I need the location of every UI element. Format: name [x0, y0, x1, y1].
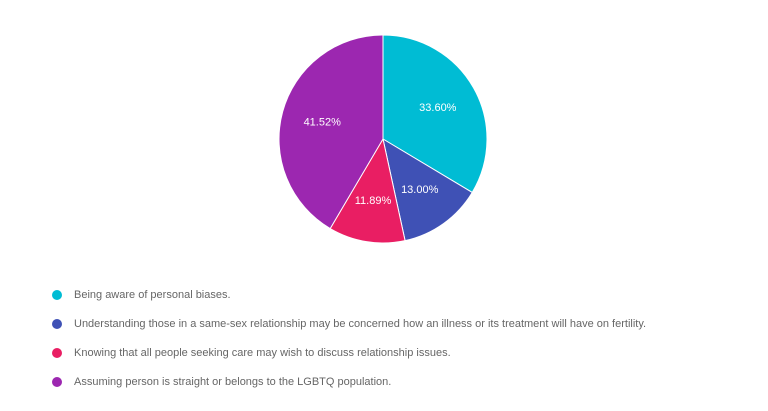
pie-slice[interactable]: [382, 137, 473, 242]
legend-item[interactable]: Knowing that all people seeking care may…: [52, 338, 646, 367]
slice-value-label: 33.60%: [419, 102, 457, 114]
legend-label: Knowing that all people seeking care may…: [74, 346, 451, 359]
legend-swatch: [52, 376, 62, 387]
slice-value-label: 11.89%: [355, 195, 392, 207]
legend-label: Understanding those in a same-sex relati…: [74, 317, 647, 330]
chart-legend: Being aware of personal biases. Understan…: [52, 280, 646, 396]
pie-slices: [278, 34, 488, 244]
pie-data-labels: 33.60% 13.00% 11.89% 41.52%: [304, 102, 457, 207]
legend-item[interactable]: Understanding those in a same-sex relati…: [52, 309, 646, 338]
legend-item[interactable]: Assuming person is straight or belongs t…: [52, 367, 646, 396]
legend-label: Being aware of personal biases.: [74, 288, 231, 301]
pie-slice[interactable]: [329, 137, 406, 244]
pie-slice[interactable]: [382, 34, 488, 194]
legend-item[interactable]: Being aware of personal biases.: [52, 280, 646, 309]
legend-swatch: [52, 318, 62, 329]
slice-value-label: 41.52%: [304, 116, 342, 128]
pie-slice[interactable]: [278, 34, 384, 230]
legend-label: Assuming person is straight or belongs t…: [74, 375, 392, 388]
legend-swatch: [52, 347, 62, 358]
legend-swatch: [52, 289, 62, 300]
slice-value-label: 13.00%: [401, 184, 439, 196]
